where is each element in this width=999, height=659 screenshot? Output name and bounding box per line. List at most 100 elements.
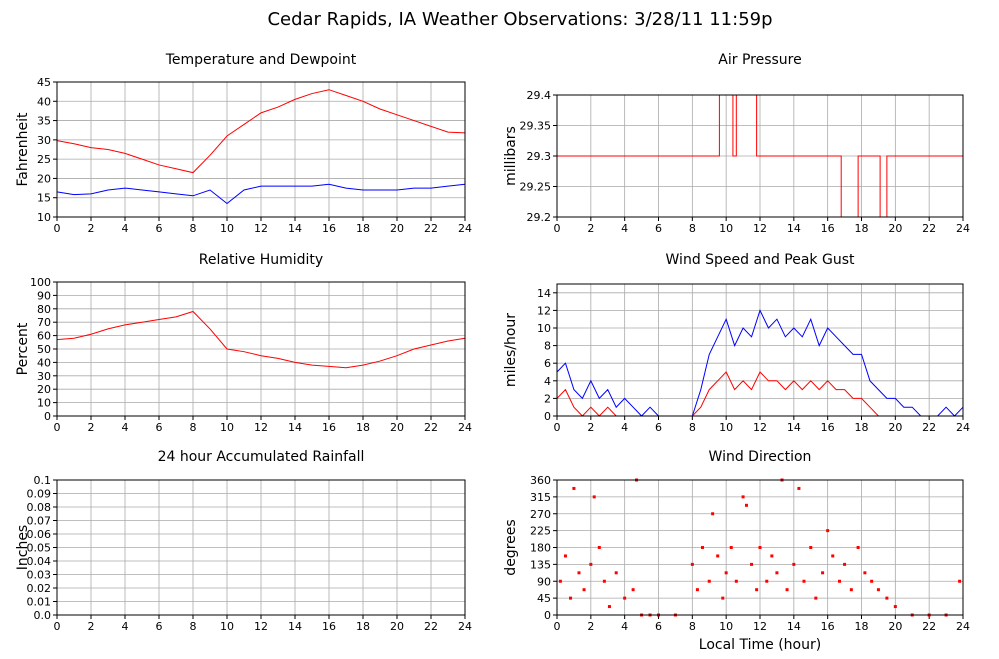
chart-title: Temperature and Dewpoint xyxy=(165,52,357,68)
data-point xyxy=(775,571,779,575)
y-tick-label: 225 xyxy=(530,525,551,538)
x-tick-label: 22 xyxy=(922,620,936,633)
x-tick-label: 0 xyxy=(554,222,561,235)
x-tick-label: 8 xyxy=(689,421,696,434)
y-tick-label: 0.01 xyxy=(27,596,52,609)
data-point xyxy=(589,562,593,566)
data-point xyxy=(695,588,699,592)
y-tick-label: 0.07 xyxy=(27,515,52,528)
x-tick-label: 10 xyxy=(719,421,733,434)
x-tick-label: 0 xyxy=(54,620,61,633)
x-tick-label: 22 xyxy=(922,222,936,235)
x-tick-label: 10 xyxy=(220,620,234,633)
plot-frame xyxy=(556,283,964,417)
y-tick-label: 0.04 xyxy=(27,555,52,568)
x-tick-label: 8 xyxy=(689,620,696,633)
x-tick-label: 14 xyxy=(288,421,302,434)
x-tick-label: 6 xyxy=(156,620,163,633)
y-tick-label: 0 xyxy=(44,410,51,423)
x-tick-label: 24 xyxy=(458,421,472,434)
x-tick-label: 18 xyxy=(855,620,869,633)
data-point xyxy=(843,562,847,566)
y-tick-label: 10 xyxy=(37,397,51,410)
x-tick-label: 24 xyxy=(458,620,472,633)
x-tick-label: 6 xyxy=(156,421,163,434)
y-tick-label: 29.25 xyxy=(520,181,552,194)
x-tick-label: 22 xyxy=(424,421,438,434)
x-tick-label: 14 xyxy=(288,222,302,235)
chart-title: Wind Direction xyxy=(709,449,812,465)
x-tick-label: 20 xyxy=(888,421,902,434)
y-tick-label: 10 xyxy=(537,322,551,335)
y-tick-label: 0.05 xyxy=(27,542,52,555)
x-tick-label: 18 xyxy=(855,421,869,434)
y-tick-label: 0.08 xyxy=(27,501,52,514)
x-tick-label: 18 xyxy=(356,222,370,235)
x-tick-label: 16 xyxy=(322,620,336,633)
x-tick-label: 6 xyxy=(156,222,163,235)
y-tick-label: 29.2 xyxy=(527,211,552,224)
data-point xyxy=(623,596,627,600)
x-tick-label: 2 xyxy=(88,620,95,633)
data-point xyxy=(838,579,842,583)
y-axis-label: Fahrenheit xyxy=(15,112,31,187)
y-tick-label: 180 xyxy=(530,542,551,555)
x-tick-label: 4 xyxy=(122,222,129,235)
plot-frame xyxy=(556,94,964,218)
y-tick-label: 30 xyxy=(37,370,51,383)
y-axis-label: Percent xyxy=(15,322,31,375)
data-line xyxy=(56,183,466,205)
data-point xyxy=(876,588,880,592)
x-tick-label: 20 xyxy=(390,421,404,434)
x-tick-label: 10 xyxy=(220,421,234,434)
x-tick-label: 0 xyxy=(554,620,561,633)
x-tick-label: 20 xyxy=(888,222,902,235)
data-point xyxy=(792,562,796,566)
y-tick-label: 0.02 xyxy=(27,582,52,595)
data-point xyxy=(809,546,813,549)
x-tick-label: 0 xyxy=(554,421,561,434)
x-tick-label: 12 xyxy=(254,421,268,434)
data-point xyxy=(958,579,962,583)
x-tick-label: 14 xyxy=(787,421,801,434)
y-tick-label: 25 xyxy=(37,153,51,166)
data-point xyxy=(893,605,897,609)
data-point xyxy=(707,579,711,583)
plot-frame xyxy=(56,81,466,218)
data-point xyxy=(711,512,715,516)
y-axis-label: millibars xyxy=(503,126,519,186)
y-tick-label: 45 xyxy=(37,76,51,89)
y-tick-label: 0.06 xyxy=(27,528,52,541)
x-tick-label: 4 xyxy=(621,222,628,235)
data-point xyxy=(870,579,874,583)
y-axis-label: miles/hour xyxy=(503,313,519,387)
data-line xyxy=(56,89,466,174)
x-tick-label: 18 xyxy=(356,620,370,633)
x-tick-label: 6 xyxy=(655,222,662,235)
y-axis-label: degrees xyxy=(503,519,519,575)
y-tick-label: 315 xyxy=(530,491,551,504)
chart-title: Relative Humidity xyxy=(199,252,323,268)
figure-title: Cedar Rapids, IA Weather Observations: 3… xyxy=(267,9,772,30)
x-tick-label: 2 xyxy=(587,620,594,633)
data-line xyxy=(556,309,964,417)
x-tick-label: 2 xyxy=(587,222,594,235)
data-point xyxy=(785,588,789,592)
data-point xyxy=(734,579,738,583)
data-point xyxy=(716,554,720,558)
data-point xyxy=(631,588,635,592)
data-point xyxy=(569,596,573,600)
data-point xyxy=(700,546,704,549)
plot-frame xyxy=(56,479,466,616)
x-tick-label: 16 xyxy=(821,222,835,235)
data-point xyxy=(724,571,728,575)
data-point xyxy=(814,596,818,600)
x-tick-label: 16 xyxy=(322,421,336,434)
x-tick-label: 18 xyxy=(855,222,869,235)
data-point xyxy=(744,503,748,507)
data-point xyxy=(885,596,889,600)
x-tick-label: 20 xyxy=(888,620,902,633)
x-tick-label: 22 xyxy=(922,421,936,434)
y-tick-label: 40 xyxy=(37,95,51,108)
